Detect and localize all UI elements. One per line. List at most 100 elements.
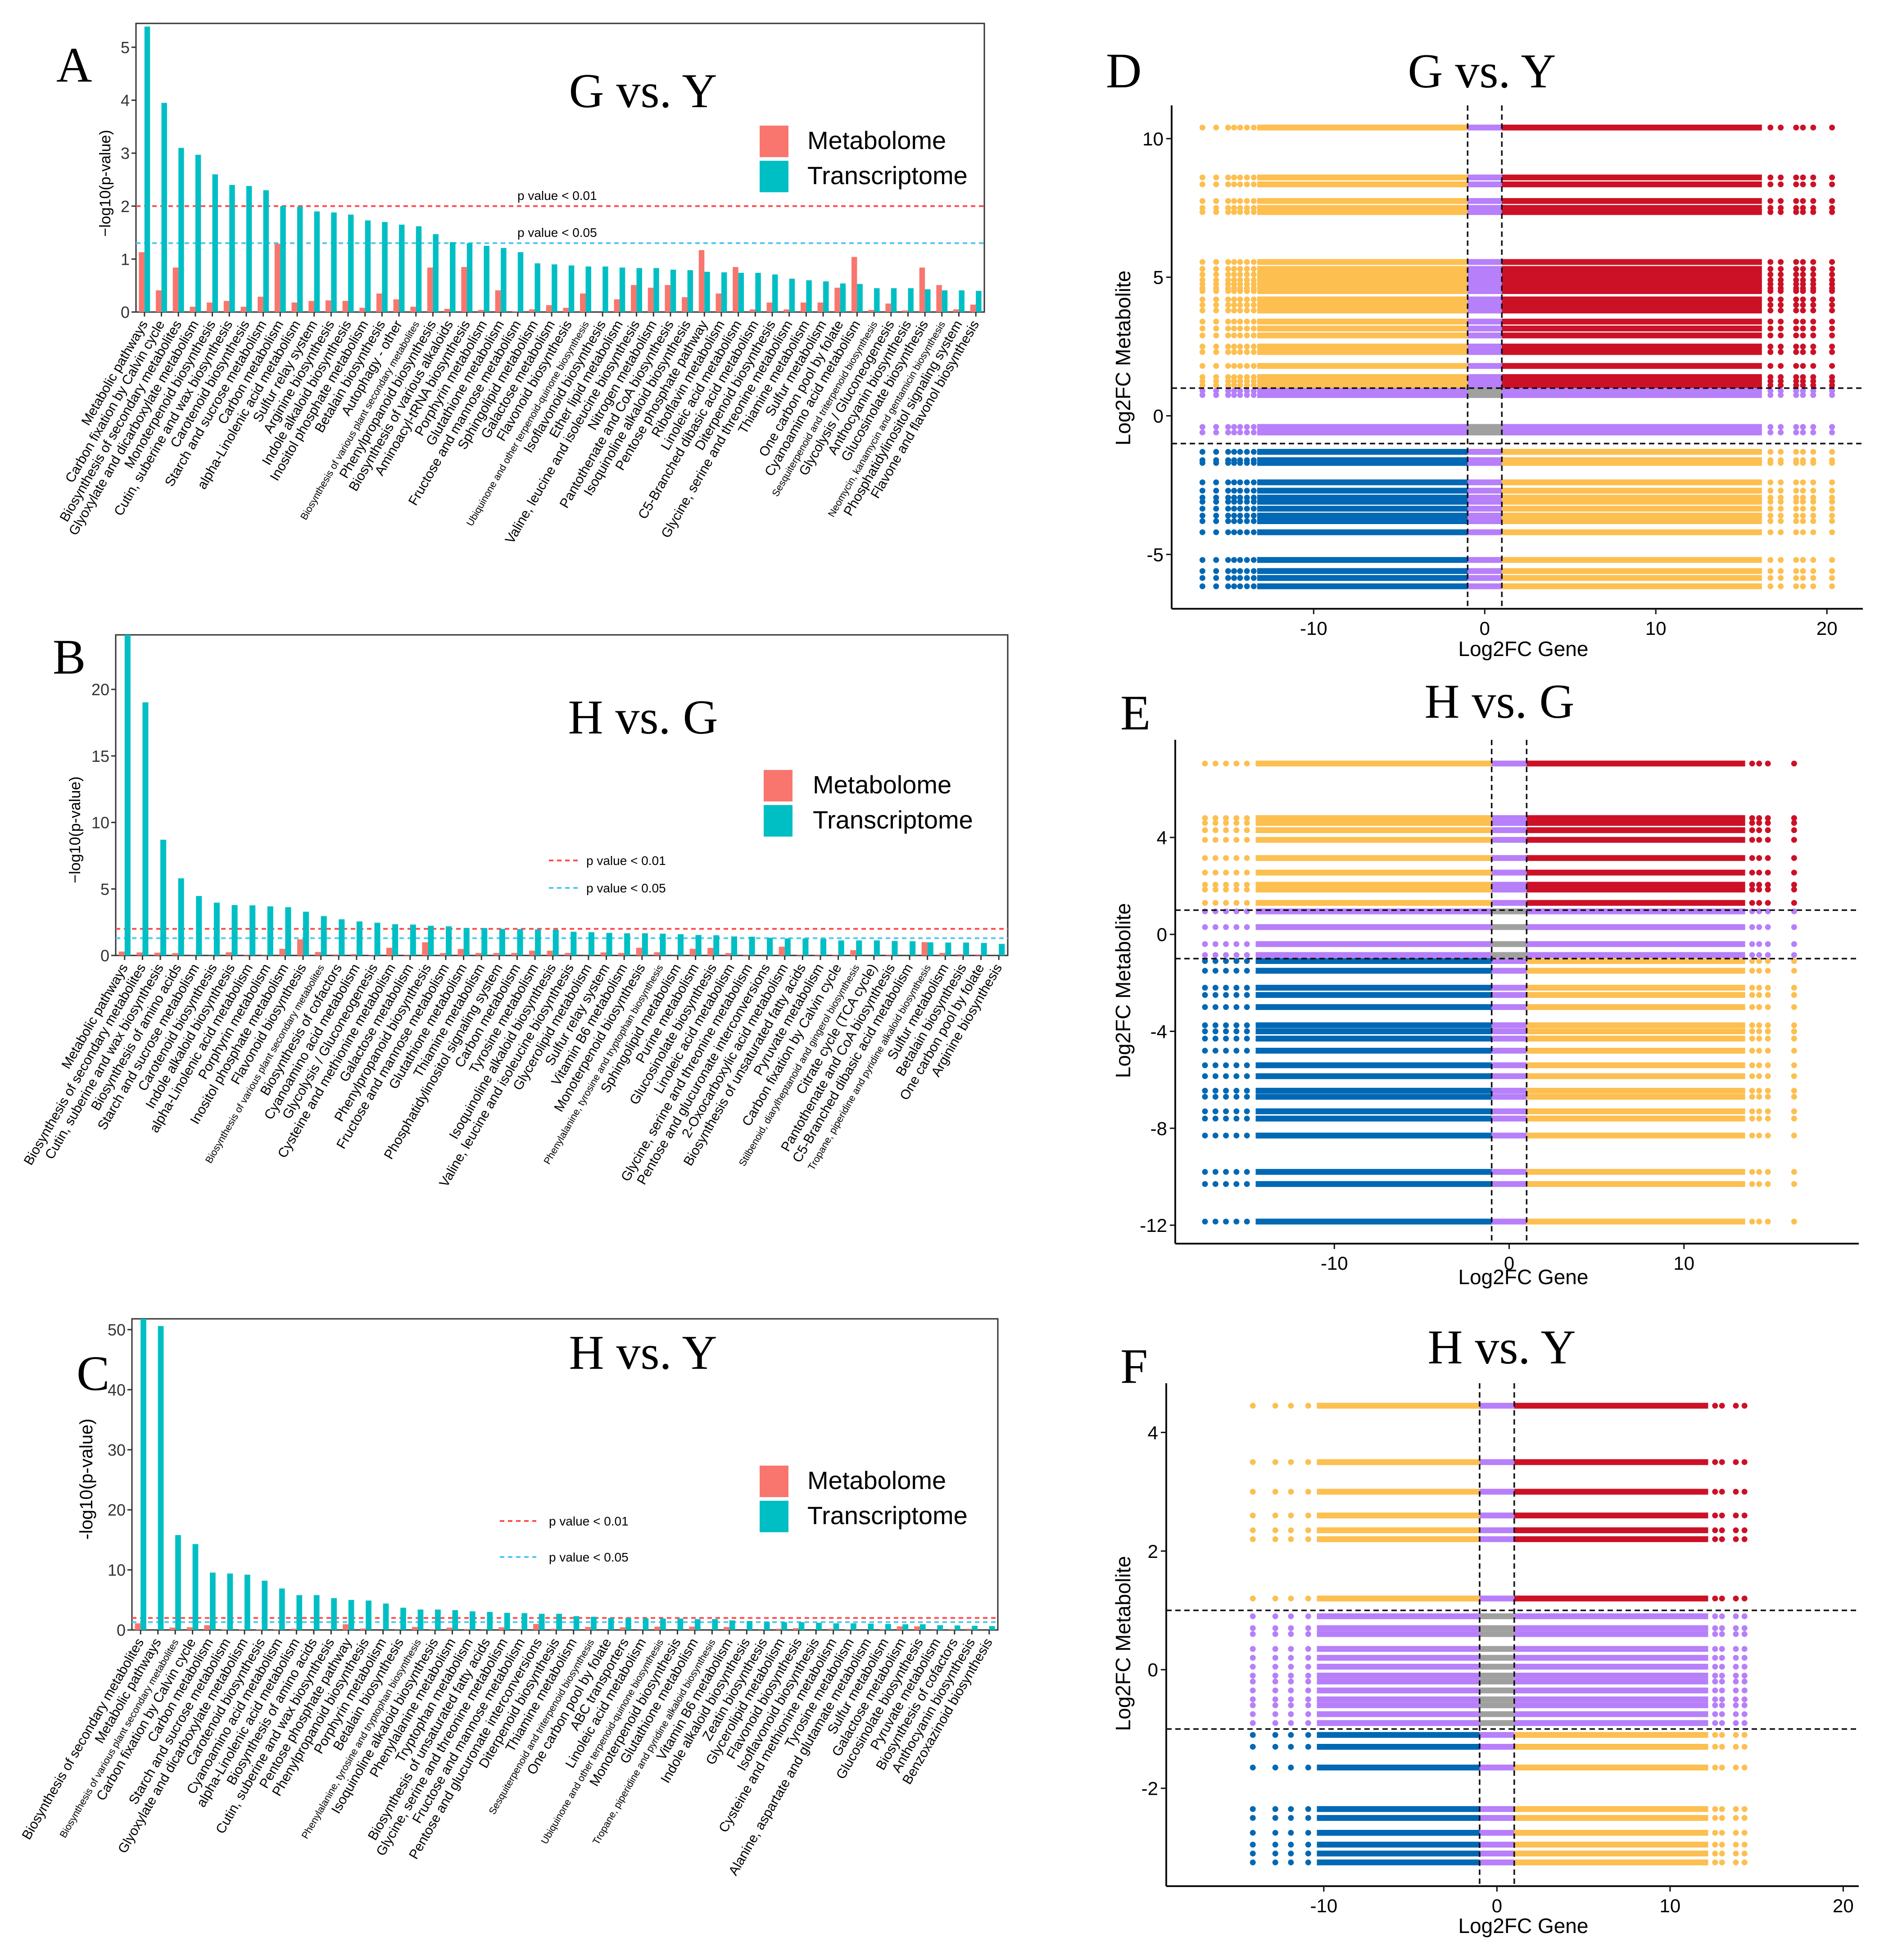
data-point: [1778, 302, 1784, 308]
panel-label: C: [77, 1346, 109, 1401]
bar-transcriptome: [348, 1600, 354, 1630]
data-point: [1250, 1815, 1256, 1821]
data-point: [1765, 887, 1771, 893]
y-tick-label: -5: [1147, 544, 1164, 565]
data-point: [1213, 460, 1219, 466]
bar-transcriptome: [229, 185, 235, 312]
bar-transcriptome: [731, 936, 737, 955]
data-point: [1829, 259, 1835, 265]
data-point: [1244, 363, 1250, 369]
data-point: [1237, 488, 1243, 494]
data-point: [1237, 392, 1243, 398]
data-point: [1712, 1672, 1718, 1679]
data-point: [1272, 1702, 1278, 1708]
data-point: [1233, 985, 1240, 991]
plot-frame: [131, 1318, 999, 1631]
data-point: [1829, 479, 1835, 485]
bar-transcriptome: [677, 1618, 684, 1630]
data-point: [1733, 1765, 1739, 1771]
data-point: [1778, 281, 1784, 287]
bar-metabolome: [779, 946, 785, 955]
reference-legend-label: p value < 0.05: [549, 1550, 629, 1564]
data-point: [1767, 479, 1774, 485]
data-point: [1800, 205, 1806, 211]
data-point: [1305, 1711, 1311, 1717]
data-point: [1223, 887, 1229, 893]
data-point: [1778, 277, 1784, 283]
bar-metabolome: [410, 307, 416, 312]
data-point: [1223, 1036, 1229, 1042]
data-point: [1749, 1028, 1755, 1035]
data-point: [1233, 1087, 1240, 1094]
chart-title: H vs. Y: [569, 1326, 717, 1380]
bar-metabolome: [376, 293, 382, 312]
data-point: [1202, 941, 1208, 947]
data-point: [1231, 557, 1237, 563]
data-point: [1719, 1512, 1725, 1519]
data-point: [1810, 506, 1816, 512]
data-point: [1756, 760, 1762, 767]
data-point: [1244, 924, 1250, 930]
chart-title: H vs. G: [568, 691, 718, 744]
data-point: [1765, 992, 1771, 998]
data-point: [1244, 855, 1250, 861]
data-point: [1288, 1696, 1294, 1702]
data-point: [1199, 498, 1205, 505]
data-point: [1202, 1169, 1208, 1175]
data-point: [1767, 259, 1774, 265]
data-point: [1767, 568, 1774, 574]
data-point: [1756, 958, 1762, 964]
y-tick-label: 3: [121, 144, 130, 163]
bar-transcriptome: [263, 190, 269, 312]
data-point: [1233, 820, 1240, 826]
data-point: [1800, 479, 1806, 485]
data-point: [1231, 277, 1237, 283]
data-point: [1244, 392, 1250, 398]
bar-metabolome: [665, 285, 670, 312]
data-point: [1800, 174, 1806, 181]
data-point: [1778, 460, 1784, 466]
bar-transcriptome: [246, 186, 252, 312]
data-point: [1756, 968, 1762, 974]
data-point: [1829, 378, 1835, 385]
bar-metabolome: [274, 244, 281, 312]
data-point: [1749, 1218, 1755, 1225]
data-point: [1288, 1732, 1294, 1738]
bar-metabolome: [461, 267, 467, 312]
data-point: [1741, 1459, 1748, 1465]
bar-metabolome: [614, 299, 620, 312]
data-point: [1749, 1087, 1755, 1094]
data-point: [1250, 332, 1257, 339]
data-point: [1199, 382, 1205, 389]
data-point: [1237, 181, 1243, 187]
data-point: [1250, 512, 1257, 519]
data-point: [1778, 568, 1784, 574]
bar-metabolome: [308, 301, 314, 312]
data-point: [1749, 968, 1755, 974]
data-point: [1199, 583, 1205, 589]
scatter-panel-d: D G vs. Y -10 0 10 20 -5 0 5 10 Log2FC Gene Log2FC …: [1106, 43, 1863, 661]
bar-transcriptome: [874, 288, 880, 312]
data-point: [1244, 568, 1250, 574]
data-point: [1793, 198, 1799, 204]
data-point: [1202, 855, 1208, 861]
data-point: [1756, 1087, 1762, 1094]
x-tick-label: 20: [1833, 1895, 1854, 1916]
bar-transcriptome: [267, 906, 273, 955]
data-point: [1800, 318, 1806, 325]
data-point: [1202, 958, 1208, 964]
data-point: [1244, 281, 1250, 287]
data-point: [1231, 583, 1237, 589]
data-point: [1712, 1527, 1718, 1534]
bar-transcriptome: [339, 919, 345, 955]
data-point: [1829, 326, 1835, 332]
data-point: [1791, 908, 1797, 914]
legend-swatch-metabolome: [764, 770, 793, 801]
data-point: [1810, 568, 1816, 574]
bar-metabolome: [476, 953, 482, 955]
legend-label: Metabolome: [807, 126, 946, 154]
data-point: [1272, 1815, 1278, 1821]
data-point: [1199, 512, 1205, 519]
data-point: [1800, 181, 1806, 187]
data-point: [1212, 1169, 1218, 1175]
